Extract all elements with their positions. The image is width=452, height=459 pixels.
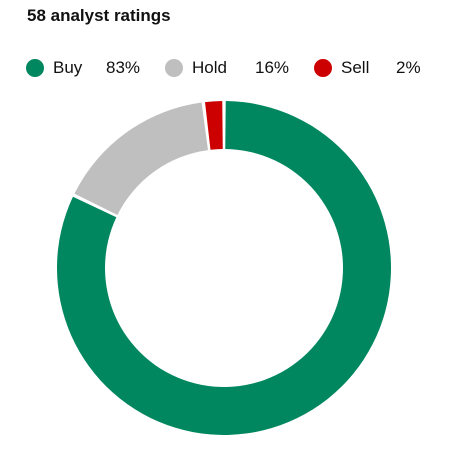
legend-label-buy: Buy <box>53 58 83 77</box>
chart-title: 58 analyst ratings <box>27 6 171 25</box>
legend-swatch-hold <box>165 59 183 77</box>
legend: Buy 83% Hold 16% Sell 2% <box>26 58 421 78</box>
legend-value-sell: 2% <box>396 58 421 77</box>
donut-slice-sell <box>205 101 223 150</box>
legend-swatch-sell <box>314 59 332 77</box>
donut-slice-hold <box>74 102 208 216</box>
legend-item-hold: Hold 16% <box>165 58 314 78</box>
legend-value-hold: 16% <box>255 58 290 77</box>
legend-label-sell: Sell <box>341 58 370 77</box>
legend-item-buy: Buy 83% <box>26 58 165 78</box>
legend-swatch-buy <box>26 59 44 77</box>
legend-item-sell: Sell 2% <box>314 58 421 78</box>
legend-value-buy: 83% <box>106 58 141 77</box>
legend-label-hold: Hold <box>192 58 227 77</box>
